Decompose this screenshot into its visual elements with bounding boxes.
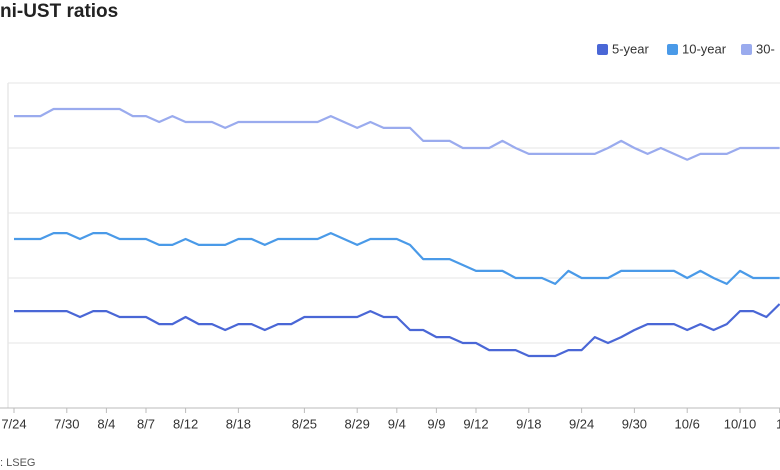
legend-label: 10-year bbox=[682, 41, 727, 56]
legend-swatch bbox=[667, 44, 678, 55]
x-tick-label: 8/18 bbox=[226, 416, 251, 431]
x-tick-label: 8/7 bbox=[137, 416, 155, 431]
x-tick-label: 8/12 bbox=[173, 416, 198, 431]
x-tick-label: 9/12 bbox=[463, 416, 488, 431]
x-tick-label: 8/4 bbox=[97, 416, 115, 431]
x-tick-label: 8/29 bbox=[345, 416, 370, 431]
legend-label: 30- bbox=[756, 41, 775, 56]
x-tick-label: 9/18 bbox=[516, 416, 541, 431]
x-tick-label: 1 bbox=[776, 416, 780, 431]
x-tick-label: 7/24 bbox=[1, 416, 26, 431]
x-tick-label: 9/9 bbox=[427, 416, 445, 431]
x-tick-label: 9/24 bbox=[569, 416, 594, 431]
x-tick-label: 8/25 bbox=[292, 416, 317, 431]
legend-label: 5-year bbox=[612, 41, 650, 56]
legend-swatch bbox=[597, 44, 608, 55]
x-tick-label: 7/30 bbox=[54, 416, 79, 431]
x-tick-label: 9/30 bbox=[622, 416, 647, 431]
x-tick-label: 10/6 bbox=[675, 416, 700, 431]
x-tick-label: 9/4 bbox=[388, 416, 406, 431]
source: : LSEG bbox=[0, 457, 35, 469]
x-tick-label: 10/10 bbox=[724, 416, 757, 431]
legend-swatch bbox=[741, 44, 752, 55]
chart-title: ni-UST ratios bbox=[0, 1, 118, 22]
line-series bbox=[13, 232, 780, 285]
line-series bbox=[13, 107, 780, 161]
line-series bbox=[13, 303, 780, 358]
